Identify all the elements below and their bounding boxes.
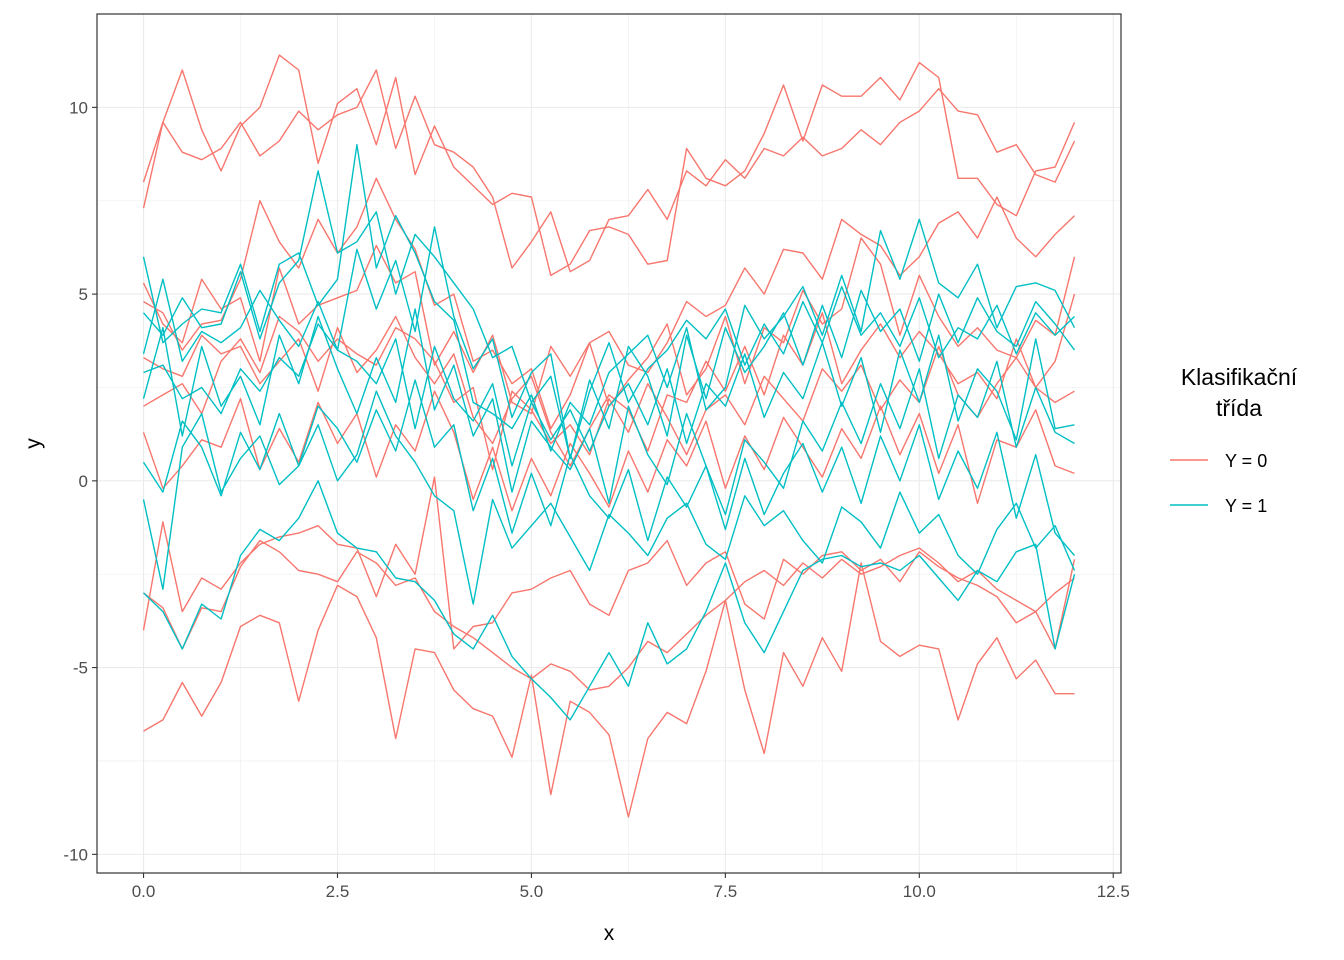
x-tick-label: 12.5 (1097, 882, 1130, 901)
x-tick-label: 2.5 (326, 882, 350, 901)
x-axis-ticks: 0.0 2.5 5.0 7.5 10.0 12.5 (132, 873, 1130, 901)
legend-title-line-2: třída (1216, 395, 1262, 421)
y-tick-label: 5 (79, 285, 88, 304)
legend-entries: Y = 0 Y = 1 (1170, 451, 1267, 516)
x-tick-label: 0.0 (132, 882, 156, 901)
x-axis-title: x (604, 922, 615, 945)
x-tick-label: 10.0 (903, 882, 936, 901)
y-axis-ticks: -10 -5 0 5 10 (63, 98, 97, 864)
x-tick-label: 7.5 (714, 882, 738, 901)
legend-label-2: Y = 1 (1225, 496, 1267, 516)
y-tick-label: 0 (79, 472, 88, 491)
y-tick-label: 10 (69, 98, 88, 117)
legend-title-line-1: Klasifikační (1181, 364, 1298, 390)
x-tick-label: 5.0 (520, 882, 544, 901)
y-tick-label: -5 (73, 659, 88, 678)
legend: Klasifikační třída Y = 0 Y = 1 (1170, 364, 1298, 516)
y-axis-title: y (22, 438, 45, 449)
plot-background (97, 14, 1121, 873)
legend-label-1: Y = 0 (1225, 451, 1267, 471)
y-tick-label: -10 (63, 845, 88, 864)
